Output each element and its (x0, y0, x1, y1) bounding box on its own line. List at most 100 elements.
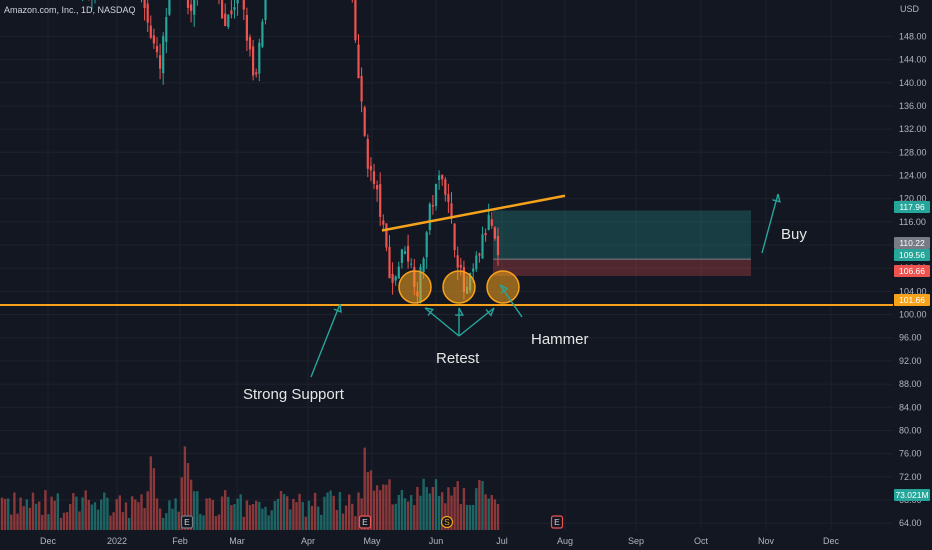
price-tag-label: 109.56 (899, 250, 925, 260)
candle-body (428, 203, 431, 231)
volume-bar (230, 505, 233, 530)
volume-bar (326, 492, 329, 530)
volume-bar (62, 512, 66, 530)
price-tick-label: 132.00 (899, 124, 927, 134)
volume-bar (478, 480, 481, 530)
volume-bar (496, 504, 500, 530)
earnings-marker[interactable] (180, 515, 194, 529)
volume-bar (155, 498, 159, 530)
month-label: Jun (429, 536, 444, 546)
price-tick-label: 120.00 (899, 194, 927, 204)
month-label: Mar (229, 536, 245, 546)
volume-bar (369, 470, 373, 530)
candle-body (484, 232, 487, 236)
volume-bar (34, 503, 38, 530)
volume-bar (202, 515, 205, 530)
candle-body (403, 251, 407, 254)
volume-bar (273, 500, 276, 530)
volume-bar (462, 488, 466, 530)
month-label: Sep (628, 536, 644, 546)
volume-bar (3, 498, 7, 530)
volume-bar (224, 490, 227, 530)
volume-bar (193, 491, 196, 530)
price-tick-label: 80.00 (899, 425, 922, 435)
volume-bar (416, 486, 419, 530)
candle-body (236, 0, 239, 4)
volume-bar (295, 502, 298, 530)
candle-body (366, 139, 369, 169)
candle-body (168, 0, 171, 15)
volume-bar (13, 492, 16, 530)
time-axis[interactable]: Dec 2022 Feb Mar Apr May Jun Jul Aug Sep Oct Nov Dec (40, 536, 840, 546)
volume-bar (72, 492, 75, 530)
volume-bar (65, 512, 69, 530)
price-tag-label: 106.66 (899, 266, 925, 276)
volume-bar (441, 492, 444, 530)
volume-bar (96, 509, 100, 530)
candle-body (162, 36, 165, 74)
price-tag-label: 117.96 (899, 202, 925, 212)
earnings-marker[interactable] (358, 515, 372, 529)
profit-zone[interactable] (493, 210, 751, 260)
volume-bar (267, 515, 270, 530)
volume-bar (90, 504, 94, 530)
volume-bar (348, 494, 351, 530)
volume-bar (437, 495, 441, 530)
month-label: Feb (172, 536, 188, 546)
month-label: Dec (823, 536, 840, 546)
retest-circle[interactable] (442, 270, 476, 304)
volume-bar (211, 499, 214, 530)
volume-bar (434, 479, 438, 530)
candle-body (422, 258, 425, 273)
split-marker[interactable] (440, 515, 454, 529)
candle-body (444, 179, 447, 195)
loss-zone[interactable] (493, 259, 751, 276)
volume-bar (372, 490, 376, 530)
volume-bar (487, 498, 490, 530)
retest-arrow-mid-head (455, 307, 465, 316)
candle-body (453, 223, 456, 250)
month-label: 2022 (107, 536, 127, 546)
price-tag (894, 294, 930, 306)
candle-body (372, 171, 376, 184)
support-arrow[interactable] (310, 303, 341, 378)
price-tag (894, 489, 930, 501)
resistance-trendline[interactable] (381, 194, 566, 232)
support-label: Strong Support (243, 386, 345, 403)
volume-bar (406, 501, 410, 530)
price-tag-label: 73.021M (895, 490, 928, 500)
price-tag-label: 110.22 (899, 238, 925, 248)
earnings-marker[interactable] (550, 515, 564, 529)
hammer-arrow-head (499, 284, 509, 294)
price-tick-label: 96.00 (899, 333, 922, 343)
volume-bar (205, 498, 208, 530)
price-tick-label: 116.00 (899, 217, 926, 227)
month-label: Aug (557, 536, 573, 546)
month-label: Apr (301, 536, 315, 546)
price-tick-label: 64.00 (899, 518, 922, 528)
volume-bar (127, 517, 131, 530)
candle-body (385, 223, 388, 248)
month-label: Nov (758, 536, 775, 546)
volume-bar (323, 496, 326, 530)
volume-bar (289, 509, 292, 530)
candle-body (459, 264, 462, 268)
price-tag (894, 237, 930, 249)
volume-bar (286, 496, 289, 530)
volume-bar (196, 491, 199, 530)
volume-bars (0, 446, 500, 530)
volume-bar (19, 497, 22, 530)
volume-bar (465, 504, 469, 530)
volume-bar (22, 506, 25, 530)
long-position-tool[interactable] (493, 210, 751, 276)
volume-bar (47, 514, 50, 530)
volume-bar (425, 487, 428, 530)
drawings[interactable]: Strong Support Retest Hammer Buy (0, 193, 893, 403)
buy-arrow[interactable] (761, 193, 779, 254)
candle-body (252, 46, 255, 76)
candle-body (376, 185, 379, 190)
candle-body (493, 227, 496, 239)
retest-circle[interactable] (398, 270, 432, 304)
